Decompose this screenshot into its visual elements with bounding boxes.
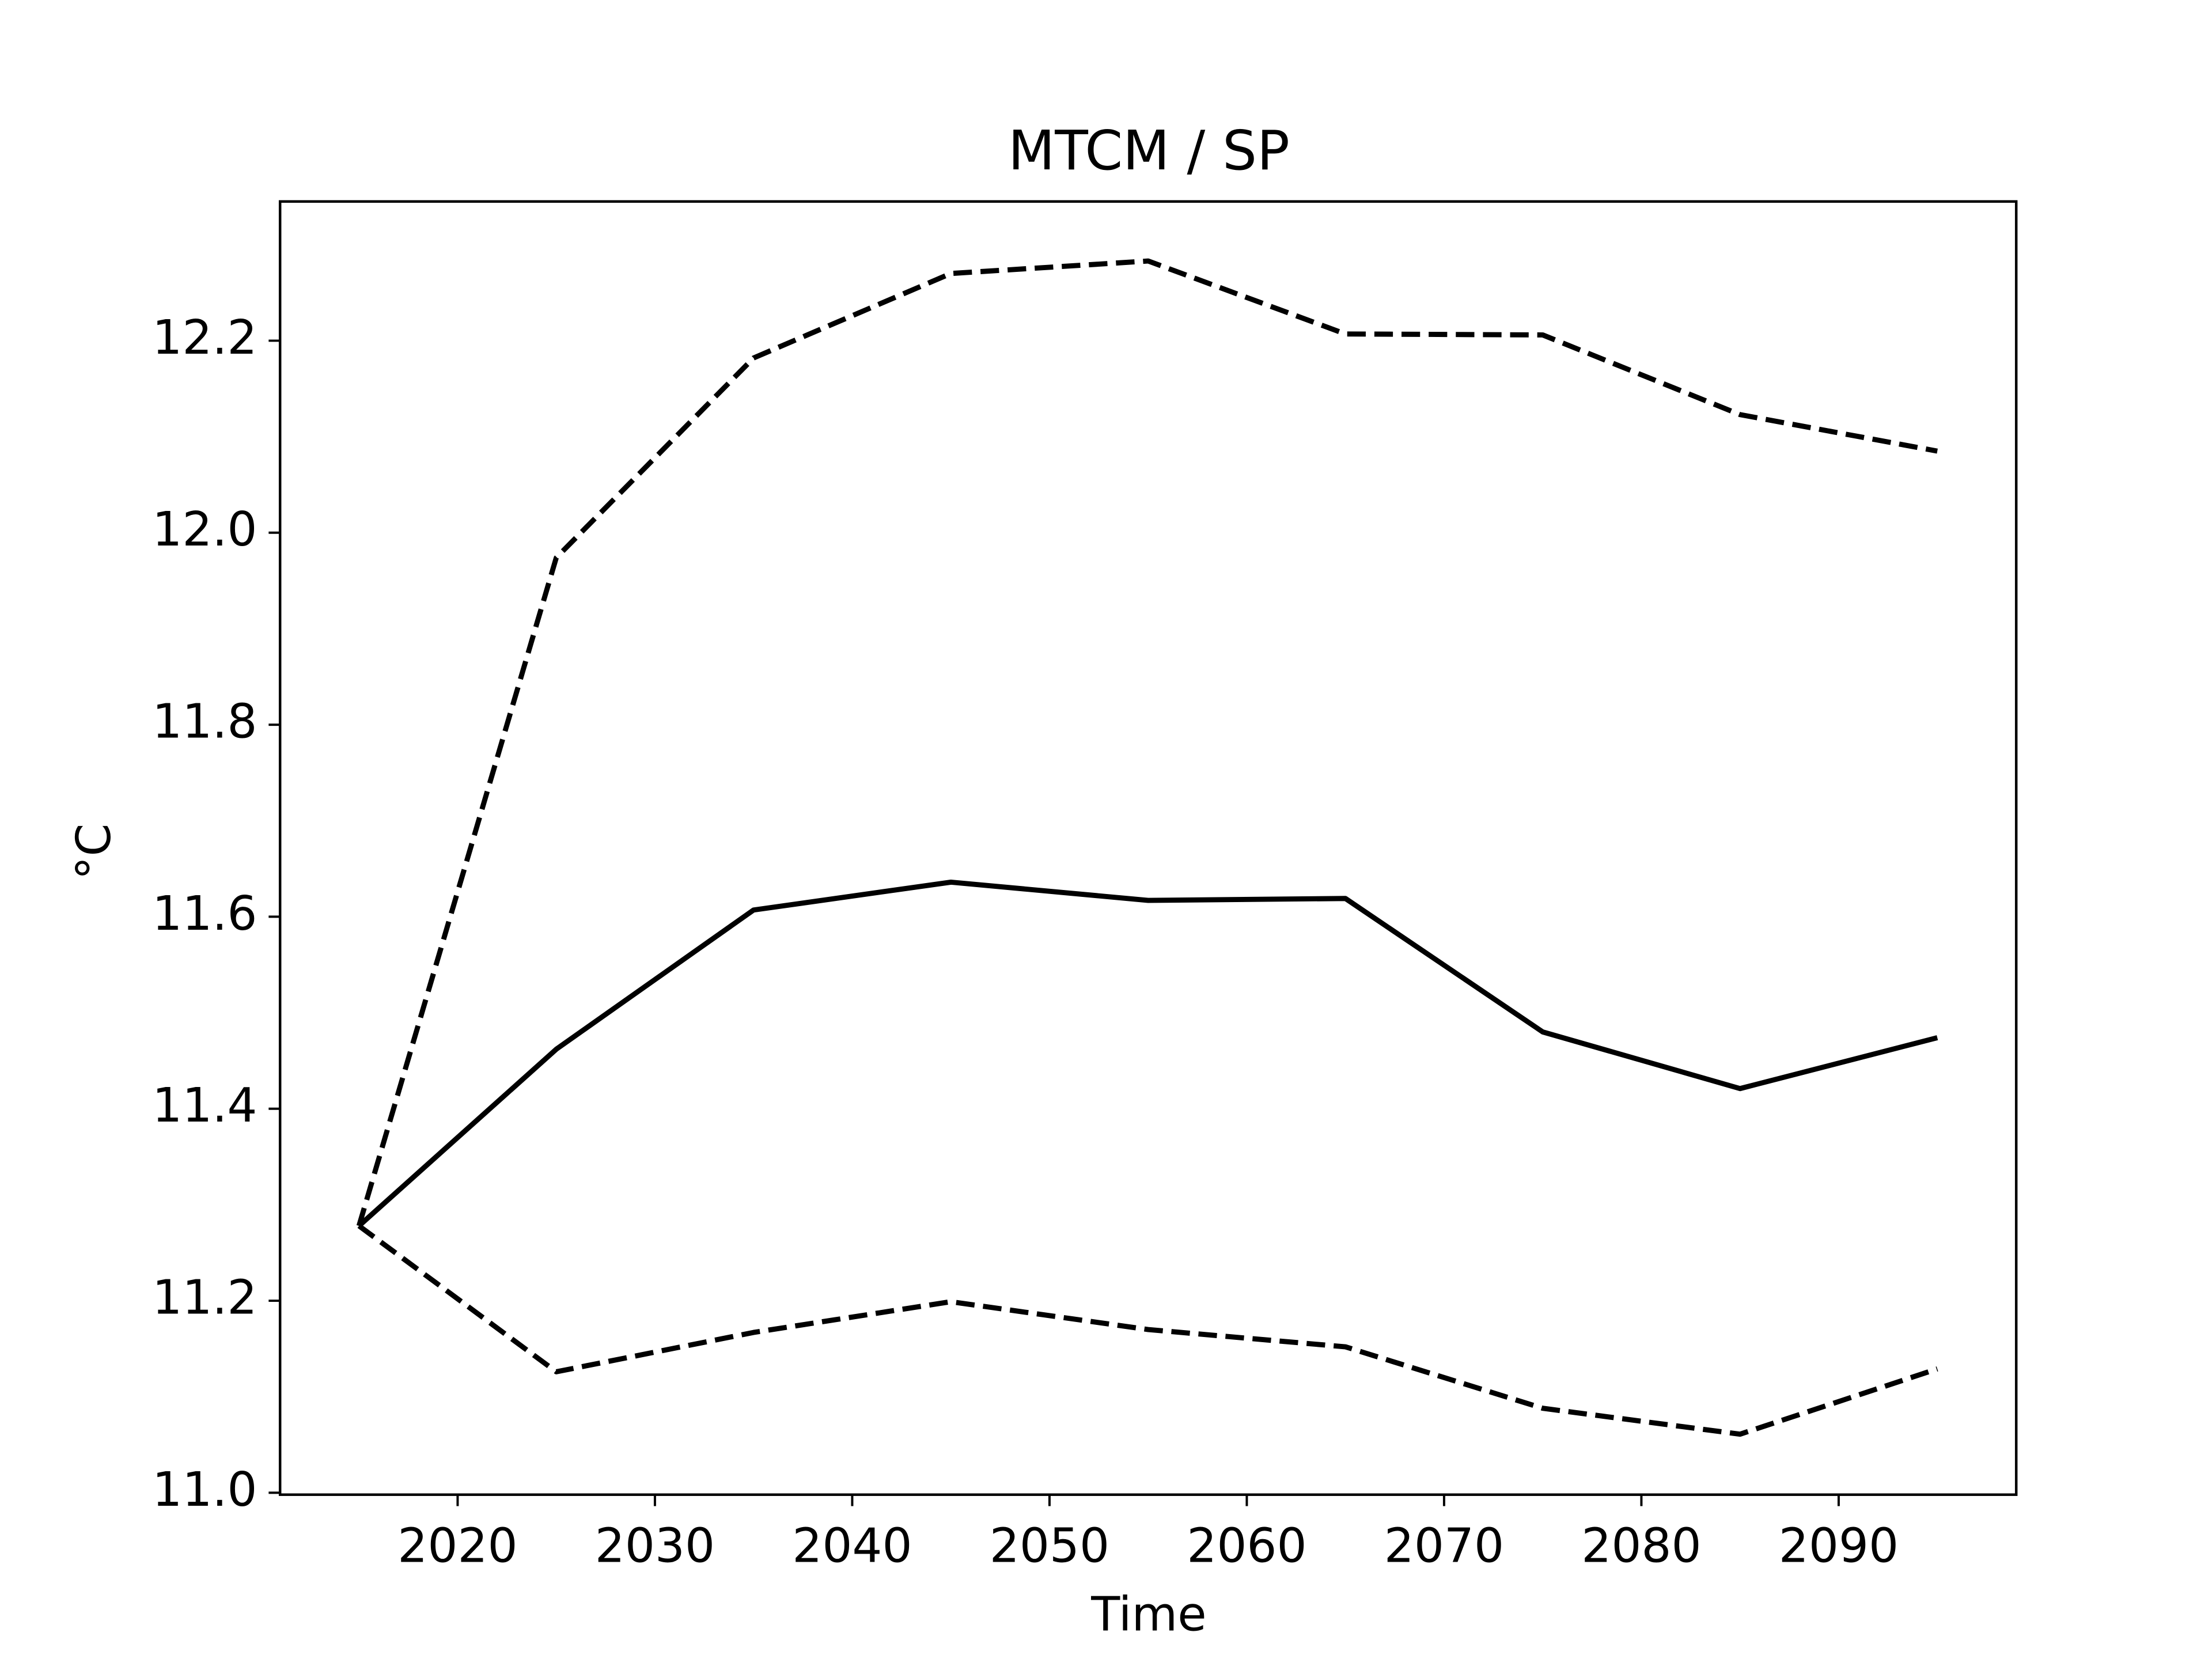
line-series (356, 258, 1938, 1227)
x-tick-label: 2020 (397, 1518, 517, 1573)
x-tick-label: 2050 (990, 1518, 1109, 1573)
plot-frame (278, 200, 2018, 1496)
x-tick-label: 2060 (1187, 1518, 1306, 1573)
chart-title: MTCM / SP (1008, 120, 1290, 183)
line-series (357, 1224, 1938, 1437)
x-tick-label: 2090 (1779, 1518, 1899, 1573)
y-axis-label: °C (67, 823, 122, 880)
line-series (357, 879, 1938, 1228)
y-tick-label: 11.8 (152, 695, 257, 749)
y-tick-label: 12.2 (152, 310, 257, 365)
y-tick-label: 11.2 (152, 1271, 257, 1325)
x-tick-label: 2070 (1384, 1518, 1504, 1573)
y-tick-label: 12.0 (152, 502, 257, 557)
y-tick-label: 11.6 (152, 887, 257, 941)
x-tick-label: 2080 (1581, 1518, 1701, 1573)
x-tick-label: 2040 (792, 1518, 912, 1573)
x-axis-label: Time (1090, 1588, 1206, 1642)
x-tick-label: 2030 (595, 1518, 715, 1573)
y-tick-label: 11.0 (152, 1463, 257, 1517)
y-tick-label: 11.4 (152, 1078, 257, 1133)
